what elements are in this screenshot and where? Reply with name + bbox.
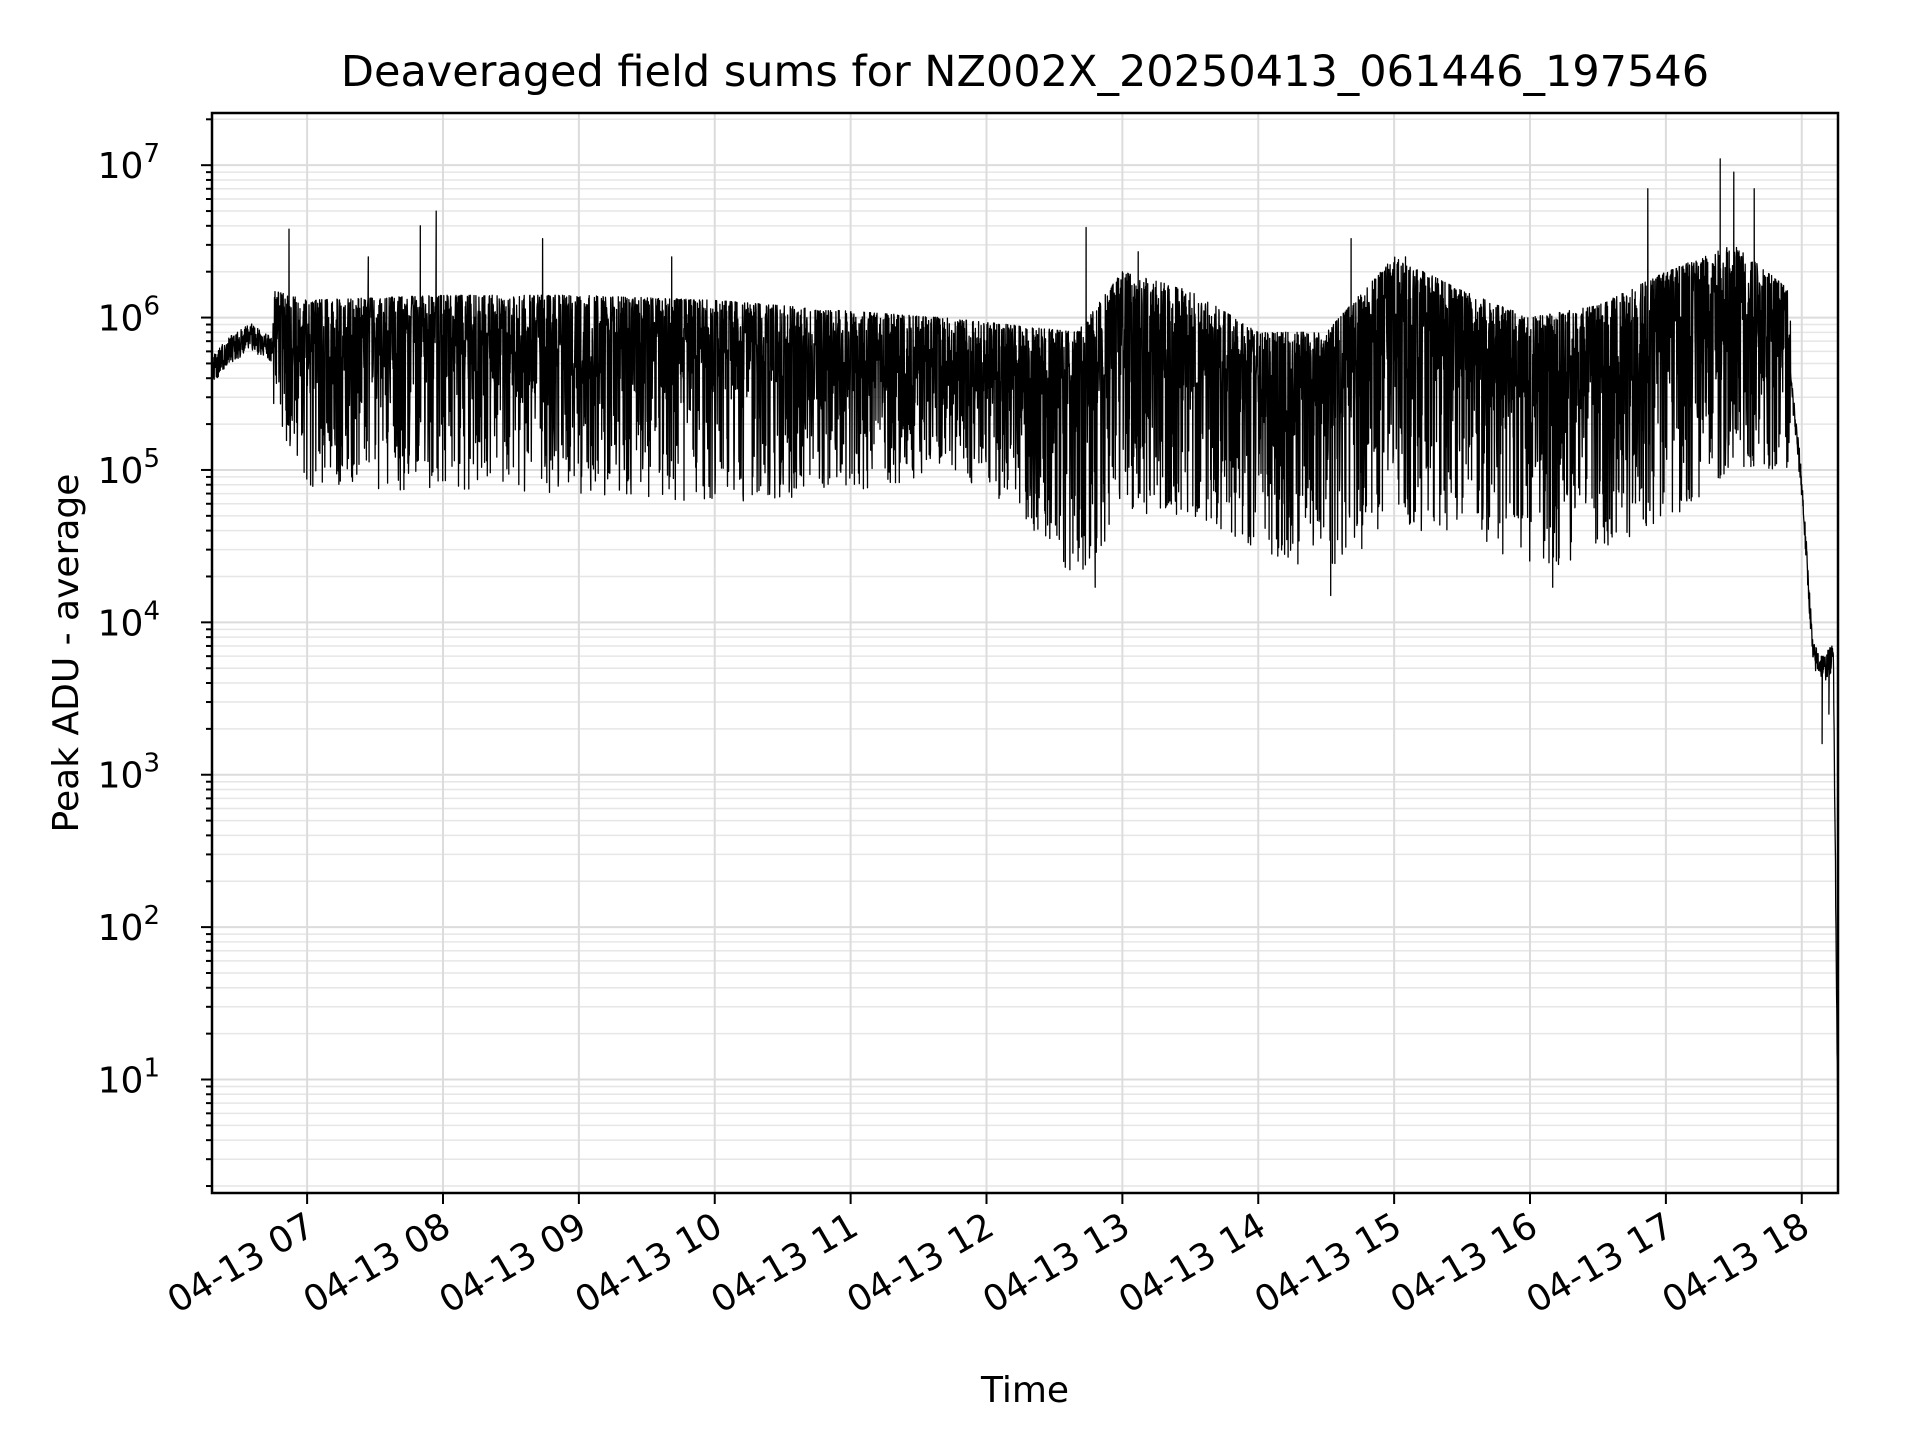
data-series (212, 158, 1838, 1128)
y-axis-label: Peak ADU - average (46, 474, 87, 833)
y-tick-label: 104 (98, 596, 160, 644)
y-tick-label: 106 (98, 292, 160, 340)
y-tick-label: 101 (98, 1054, 160, 1102)
y-tick-label: 103 (98, 749, 160, 797)
plot-frame (210, 111, 1840, 1195)
series-line (212, 158, 1838, 1128)
chart-title: Deaveraged field sums for NZ002X_2025041… (341, 47, 1709, 97)
y-tick-label: 107 (98, 139, 160, 187)
y-tick-label: 102 (98, 901, 160, 949)
y-tick-label: 105 (98, 444, 160, 492)
grid (212, 113, 1838, 1193)
x-axis-label: Time (980, 1370, 1069, 1411)
series-group (212, 158, 1838, 1128)
